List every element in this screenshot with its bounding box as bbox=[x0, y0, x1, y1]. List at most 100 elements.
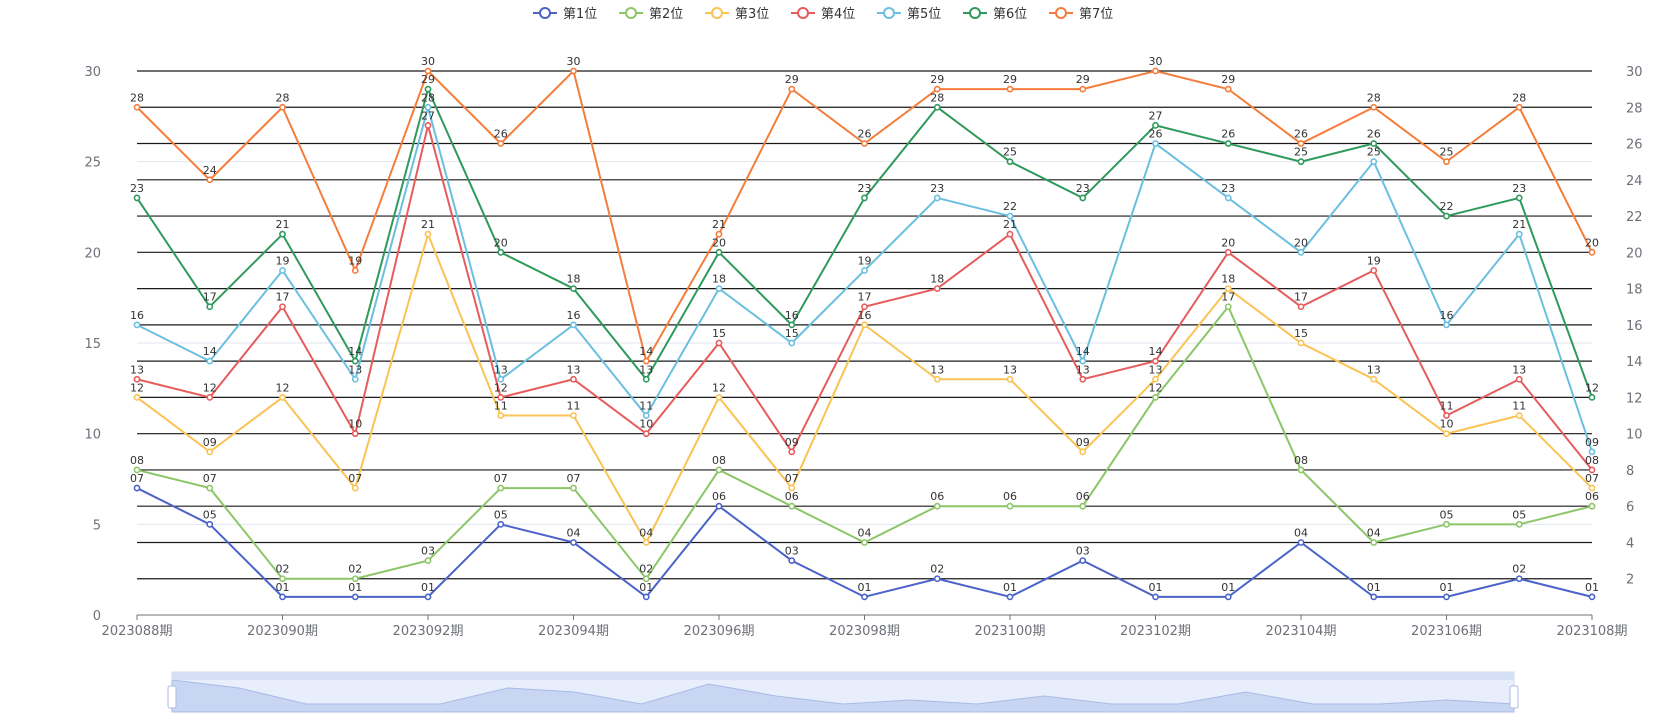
data-point[interactable] bbox=[1224, 593, 1232, 601]
data-point[interactable] bbox=[424, 67, 432, 75]
data-point[interactable] bbox=[933, 575, 941, 583]
data-point[interactable] bbox=[933, 285, 941, 292]
data-point[interactable] bbox=[497, 520, 505, 528]
data-point[interactable] bbox=[1370, 267, 1378, 274]
data-point[interactable] bbox=[715, 230, 723, 238]
data-point[interactable] bbox=[1079, 194, 1087, 202]
data-point[interactable] bbox=[1006, 375, 1014, 383]
data-point[interactable] bbox=[570, 412, 577, 419]
data-point[interactable] bbox=[715, 466, 723, 474]
data-point[interactable] bbox=[1515, 230, 1523, 238]
data-point[interactable] bbox=[1224, 303, 1232, 311]
data-point[interactable] bbox=[1006, 212, 1014, 220]
data-point[interactable] bbox=[1079, 85, 1087, 93]
data-point[interactable] bbox=[351, 593, 359, 601]
data-point[interactable] bbox=[1588, 502, 1596, 510]
data-point[interactable] bbox=[715, 248, 723, 256]
data-point[interactable] bbox=[1297, 303, 1305, 311]
data-point[interactable] bbox=[642, 357, 650, 365]
data-point[interactable] bbox=[1079, 448, 1087, 456]
data-point[interactable] bbox=[933, 194, 941, 202]
legend-label[interactable]: 第7位 bbox=[1079, 7, 1113, 22]
data-point[interactable] bbox=[279, 393, 286, 401]
data-point[interactable] bbox=[570, 67, 577, 75]
data-point[interactable] bbox=[642, 430, 650, 438]
data-point[interactable] bbox=[279, 575, 286, 583]
data-zoom-handle-left[interactable] bbox=[167, 685, 177, 709]
data-point[interactable] bbox=[1443, 520, 1450, 528]
data-point[interactable] bbox=[788, 502, 796, 510]
data-point[interactable] bbox=[1370, 375, 1378, 383]
legend-marker[interactable] bbox=[711, 7, 723, 19]
data-point[interactable] bbox=[1079, 502, 1087, 510]
data-point[interactable] bbox=[1079, 357, 1087, 365]
data-point[interactable] bbox=[1515, 575, 1523, 583]
data-point[interactable] bbox=[279, 267, 286, 274]
data-point[interactable] bbox=[1297, 466, 1305, 474]
data-point[interactable] bbox=[715, 285, 723, 292]
data-point[interactable] bbox=[570, 285, 577, 292]
data-point[interactable] bbox=[1515, 412, 1523, 419]
data-point[interactable] bbox=[1006, 502, 1014, 510]
data-point[interactable] bbox=[1443, 412, 1450, 419]
data-point[interactable] bbox=[497, 140, 505, 147]
data-point[interactable] bbox=[1224, 85, 1232, 93]
legend-marker[interactable] bbox=[797, 7, 809, 19]
data-point[interactable] bbox=[1443, 593, 1450, 601]
data-point[interactable] bbox=[206, 393, 214, 401]
data-point[interactable] bbox=[861, 303, 868, 311]
data-point[interactable] bbox=[351, 430, 359, 438]
legend-label[interactable]: 第5位 bbox=[907, 7, 941, 22]
data-point[interactable] bbox=[933, 103, 941, 111]
data-point[interactable] bbox=[788, 85, 796, 93]
data-point[interactable] bbox=[570, 375, 577, 383]
legend-label[interactable]: 第4位 bbox=[821, 7, 855, 22]
legend-marker[interactable] bbox=[539, 7, 551, 19]
data-point[interactable] bbox=[1515, 375, 1523, 383]
data-point[interactable] bbox=[424, 103, 432, 111]
data-point[interactable] bbox=[1006, 158, 1014, 166]
data-point[interactable] bbox=[861, 321, 868, 329]
data-point[interactable] bbox=[424, 85, 432, 93]
data-point[interactable] bbox=[133, 466, 141, 474]
data-point[interactable] bbox=[933, 375, 941, 383]
data-point[interactable] bbox=[1588, 484, 1596, 492]
data-point[interactable] bbox=[1224, 194, 1232, 202]
legend-marker[interactable] bbox=[969, 7, 981, 19]
data-point[interactable] bbox=[497, 412, 505, 419]
data-point[interactable] bbox=[351, 575, 359, 583]
data-point[interactable] bbox=[715, 393, 723, 401]
data-point[interactable] bbox=[1079, 557, 1087, 564]
data-point[interactable] bbox=[1006, 230, 1014, 238]
data-point[interactable] bbox=[861, 593, 868, 601]
data-point[interactable] bbox=[788, 448, 796, 456]
data-point[interactable] bbox=[715, 339, 723, 347]
data-point[interactable] bbox=[206, 357, 214, 365]
data-point[interactable] bbox=[133, 194, 141, 202]
data-point[interactable] bbox=[1152, 140, 1159, 147]
data-point[interactable] bbox=[279, 593, 286, 601]
data-zoom-top-bar[interactable] bbox=[172, 672, 1514, 680]
data-point[interactable] bbox=[1370, 140, 1378, 147]
data-point[interactable] bbox=[642, 539, 650, 546]
data-point[interactable] bbox=[424, 230, 432, 238]
data-point[interactable] bbox=[1588, 248, 1596, 256]
data-point[interactable] bbox=[279, 230, 286, 238]
data-point[interactable] bbox=[133, 321, 141, 329]
data-point[interactable] bbox=[1588, 393, 1596, 401]
data-point[interactable] bbox=[1297, 158, 1305, 166]
data-point[interactable] bbox=[1152, 375, 1159, 383]
data-point[interactable] bbox=[424, 557, 432, 564]
data-point[interactable] bbox=[424, 593, 432, 601]
data-point[interactable] bbox=[1370, 593, 1378, 601]
data-point[interactable] bbox=[1152, 122, 1159, 129]
legend-label[interactable]: 第3位 bbox=[735, 7, 769, 22]
data-point[interactable] bbox=[861, 194, 868, 202]
data-point[interactable] bbox=[206, 484, 214, 492]
data-point[interactable] bbox=[715, 502, 723, 510]
data-point[interactable] bbox=[861, 267, 868, 274]
data-point[interactable] bbox=[1515, 103, 1523, 111]
data-point[interactable] bbox=[133, 484, 141, 492]
legend-label[interactable]: 第6位 bbox=[993, 7, 1027, 22]
data-point[interactable] bbox=[1443, 430, 1450, 438]
